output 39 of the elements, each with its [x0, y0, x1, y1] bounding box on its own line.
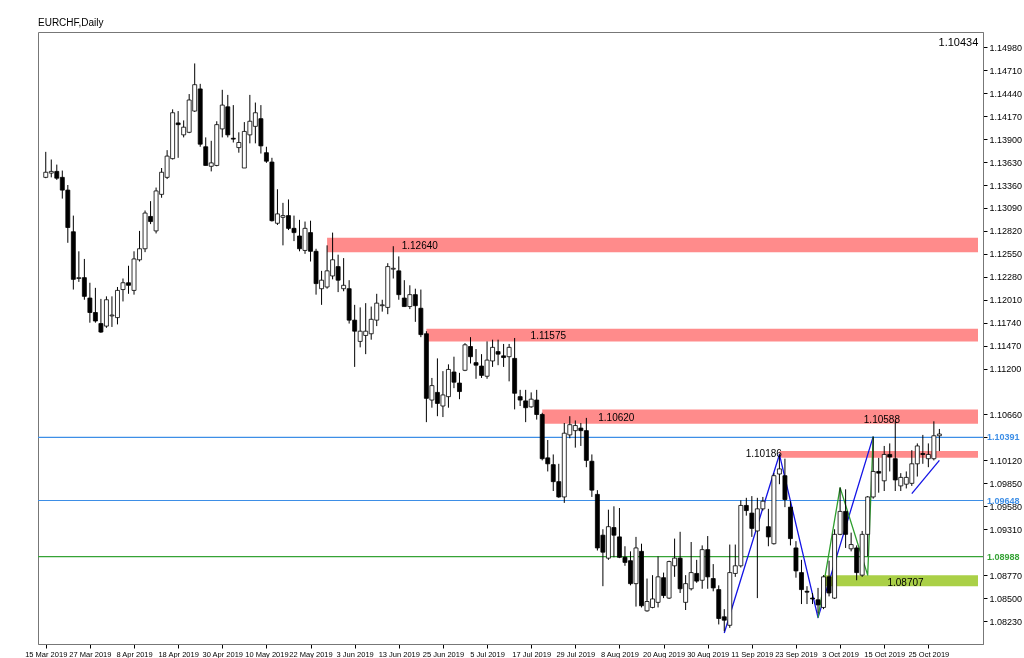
y-tick-label: 1.12820 [989, 226, 1023, 237]
annotation: 1.10620 [598, 412, 635, 424]
y-tick-label: 1.08230 [989, 616, 1023, 627]
candlestick [230, 104, 236, 143]
y-tick-label: 1.11470 [989, 341, 1022, 352]
y-tick-label: 1.14980 [989, 42, 1023, 53]
y-tick-label: 1.09310 [989, 524, 1023, 535]
y-tick-label: 1.10120 [989, 455, 1023, 466]
y-tick-label: 1.13900 [989, 134, 1023, 145]
candlestick [782, 458, 788, 508]
ref-line-label: 1.08988 [987, 551, 1020, 562]
y-tick-label: 1.11200 [989, 364, 1022, 375]
annotation: 1.08707 [887, 576, 925, 588]
y-tick-label: 1.10660 [989, 410, 1023, 420]
candlestick [710, 563, 716, 592]
annotation: 1.12640 [401, 240, 439, 252]
candlestick [804, 585, 810, 605]
y-tick-label: 1.12550 [989, 249, 1023, 260]
chart-title: EURCHF,Daily [38, 17, 104, 28]
ref-line-label: 1.10391 [987, 432, 1020, 443]
candlestick [799, 559, 804, 605]
annotation: 1.10434 [938, 36, 979, 49]
y-tick-label: 1.14710 [989, 65, 1023, 76]
candlestick [793, 540, 799, 579]
y-tick-label: 1.14170 [989, 111, 1023, 122]
y-tick-label: 1.12010 [989, 295, 1023, 306]
y-tick-label: 1.14440 [989, 88, 1023, 99]
y-tick-label: 1.11740 [989, 318, 1022, 329]
y-tick-label: 1.12280 [989, 272, 1023, 283]
annotation: 1.11575 [530, 330, 567, 342]
y-tick-label: 1.08770 [989, 570, 1023, 581]
y-tick-label: 1.08500 [989, 593, 1023, 604]
annotation: 1.10588 [863, 414, 901, 426]
y-tick-label: 1.13630 [989, 157, 1023, 168]
y-tick-label: 1.09850 [989, 478, 1023, 489]
annotation: 1.10186 [745, 448, 783, 460]
y-tick-label: 1.13090 [989, 203, 1023, 214]
candlestick [396, 255, 402, 301]
y-tick-label: 1.13360 [989, 180, 1023, 191]
